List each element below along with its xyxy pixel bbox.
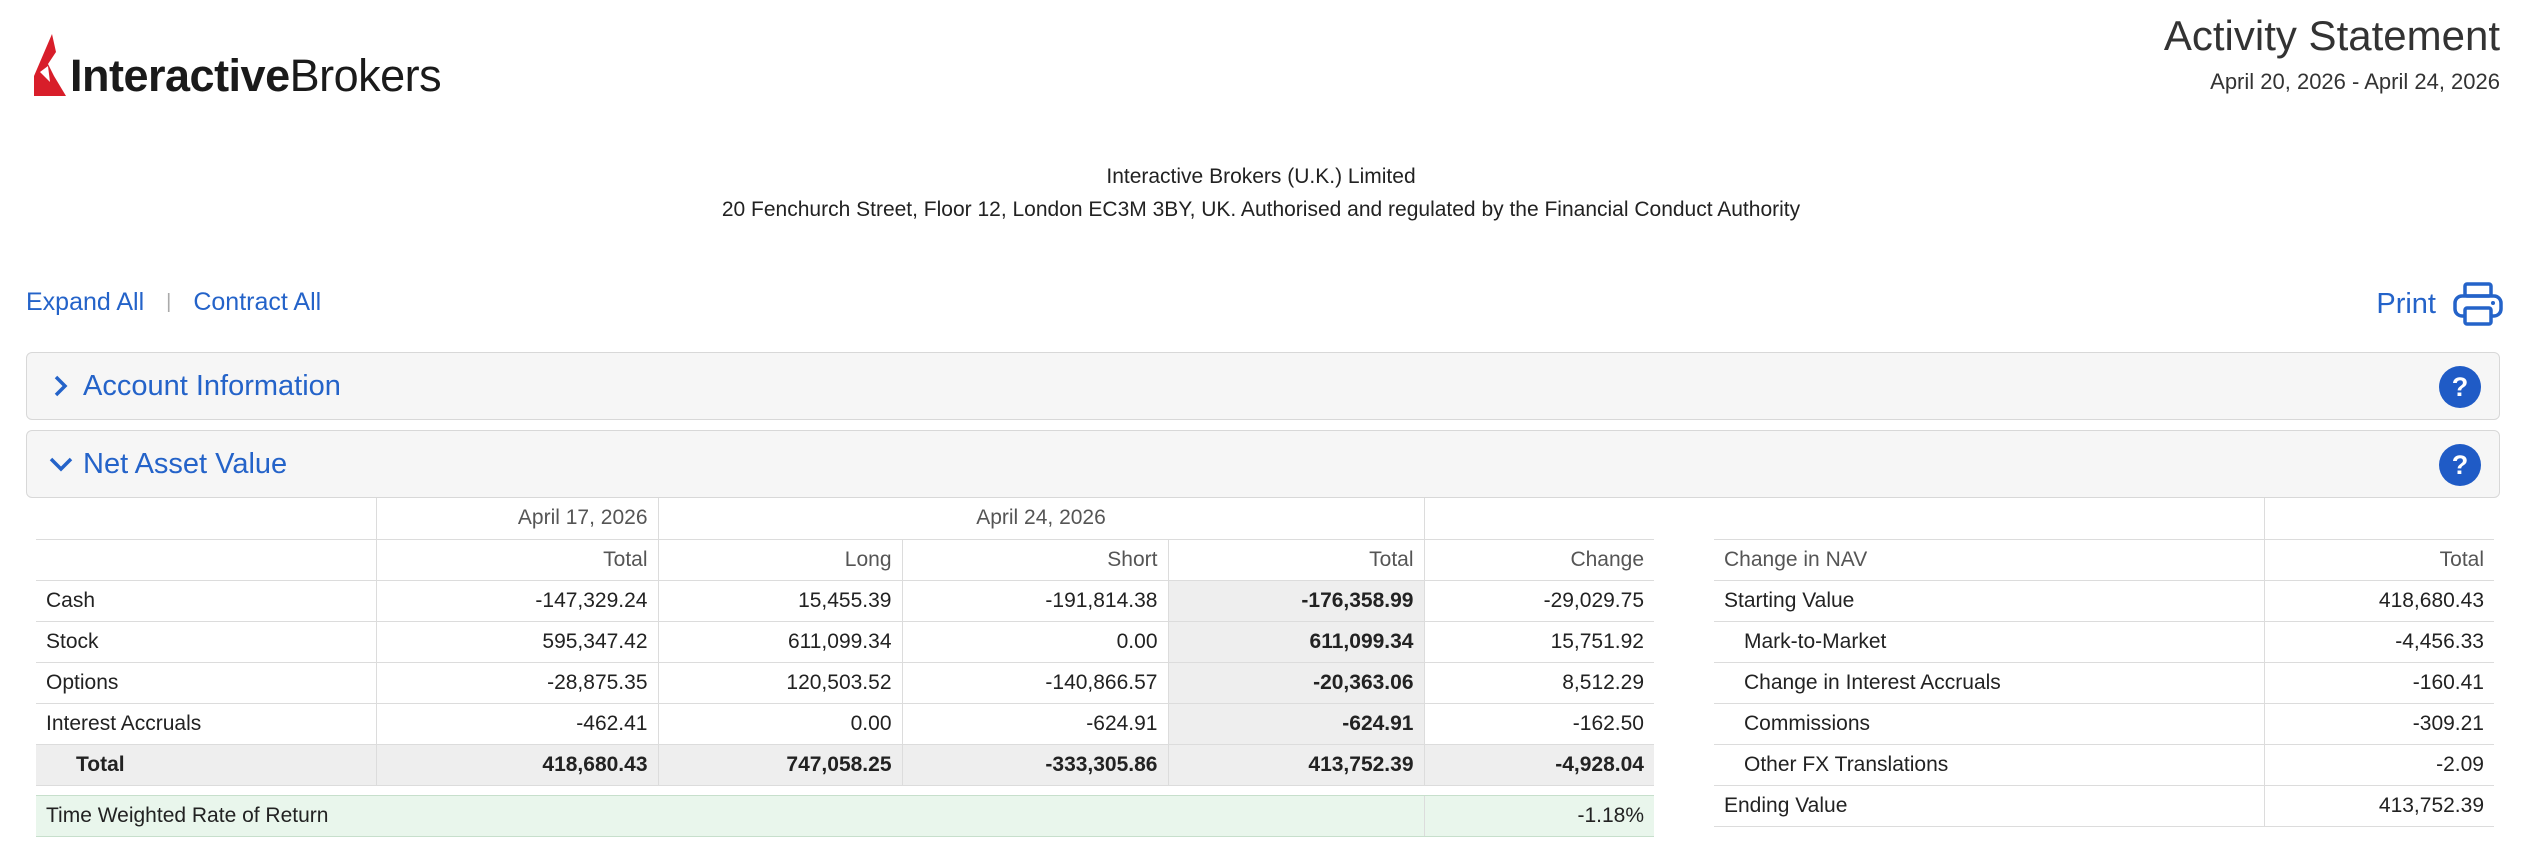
col-header: Total bbox=[375, 539, 658, 581]
table-row: Mark-to-Market -4,456.33 bbox=[1714, 621, 2494, 663]
ib-logo: InteractiveBrokers bbox=[26, 18, 442, 101]
help-icon[interactable]: ? bbox=[2439, 444, 2481, 486]
twr-label: Time Weighted Rate of Return bbox=[36, 794, 1424, 837]
change-in-nav-header: Change in NAV bbox=[1714, 539, 2264, 581]
printer-icon bbox=[2453, 282, 2503, 326]
entity-name: Interactive Brokers (U.K.) Limited bbox=[1106, 165, 1416, 188]
twr-value: -1.18% bbox=[1423, 794, 1654, 837]
account-information-section[interactable]: Account Information ? bbox=[26, 352, 2500, 420]
table-row: Options -28,875.35 120,503.52 -140,866.5… bbox=[36, 662, 1654, 704]
help-icon[interactable]: ? bbox=[2439, 366, 2481, 408]
controls-separator: | bbox=[166, 291, 172, 313]
col-header: Long bbox=[657, 539, 902, 581]
entity-address: 20 Fenchurch Street, Floor 12, London EC… bbox=[721, 198, 1801, 221]
table-row: Commissions -309.21 bbox=[1714, 703, 2494, 745]
print-label: Print bbox=[2376, 287, 2436, 320]
change-in-nav-table: Change in NAV Total Starting Value 418,6… bbox=[1714, 498, 2494, 827]
table-row: Ending Value 413,752.39 bbox=[1714, 785, 2494, 827]
chevron-down-icon bbox=[49, 457, 73, 472]
table-row: Starting Value 418,680.43 bbox=[1714, 580, 2494, 622]
table-row: Stock 595,347.42 611,099.34 0.00 611,099… bbox=[36, 621, 1654, 663]
table-row: Interest Accruals -462.41 0.00 -624.91 -… bbox=[36, 703, 1654, 745]
statement-title: Activity Statement bbox=[2163, 12, 2500, 59]
net-asset-value-title: Net Asset Value bbox=[83, 447, 288, 480]
contract-all-link[interactable]: Contract All bbox=[193, 288, 322, 316]
nav-table: April 17, 2026 April 24, 2026 Total Long… bbox=[36, 498, 1654, 837]
account-information-title: Account Information bbox=[83, 369, 341, 402]
expand-controls: Expand All | Contract All bbox=[26, 288, 321, 317]
total-row: Total 418,680.43 747,058.25 -333,305.86 … bbox=[36, 744, 1654, 786]
twr-row: Time Weighted Rate of Return -1.18% bbox=[36, 794, 1654, 837]
col-header: Change bbox=[1423, 539, 1654, 581]
statement-header: Activity Statement April 20, 2026 - Apri… bbox=[2164, 10, 2500, 95]
change-total-header: Total bbox=[2263, 539, 2494, 581]
table-row: Change in Interest Accruals -160.41 bbox=[1714, 662, 2494, 704]
col-header: Total bbox=[1167, 539, 1424, 581]
logo-wordmark: InteractiveBrokers bbox=[70, 50, 442, 101]
date-curr-header: April 24, 2026 bbox=[657, 498, 1424, 540]
table-row: Other FX Translations -2.09 bbox=[1714, 744, 2494, 786]
col-header: Short bbox=[901, 539, 1168, 581]
ib-flame-icon bbox=[34, 34, 66, 96]
broker-entity: Interactive Brokers (U.K.) Limited 20 Fe… bbox=[0, 160, 2522, 226]
statement-period: April 20, 2026 - April 24, 2026 bbox=[2210, 68, 2500, 94]
chevron-right-icon bbox=[54, 375, 68, 397]
net-asset-value-section[interactable]: Net Asset Value ? bbox=[26, 430, 2500, 498]
date-prev-header: April 17, 2026 bbox=[375, 498, 658, 540]
print-button[interactable]: Print bbox=[2376, 282, 2504, 326]
expand-all-link[interactable]: Expand All bbox=[26, 288, 145, 316]
table-row: Cash -147,329.24 15,455.39 -191,814.38 -… bbox=[36, 580, 1654, 622]
